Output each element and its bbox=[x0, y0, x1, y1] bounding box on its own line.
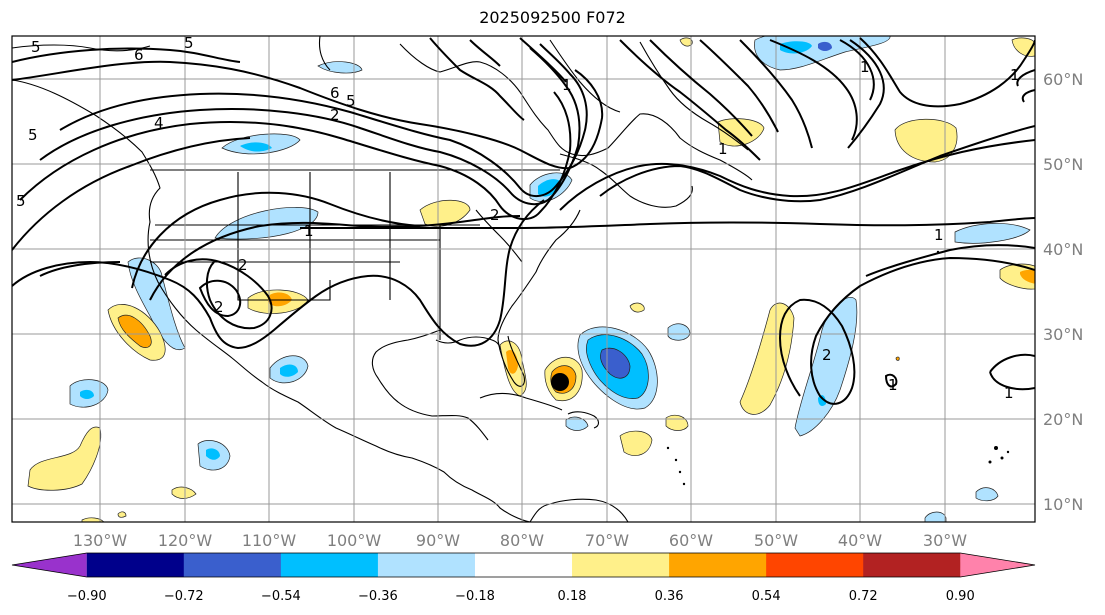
colorbar-segment bbox=[863, 553, 961, 577]
colorbar-extend-high bbox=[960, 553, 1035, 577]
lon-label: 60°W bbox=[669, 531, 713, 550]
colorbar-segment bbox=[183, 553, 282, 577]
contour-label: 4 bbox=[154, 114, 164, 132]
lat-label: 60°N bbox=[1043, 70, 1083, 89]
contour-label: 5 bbox=[346, 92, 356, 110]
map-frame bbox=[11, 35, 1036, 523]
height-contours bbox=[12, 37, 1035, 405]
contour-label: 2 bbox=[330, 106, 340, 124]
shaded-anomalies bbox=[27, 36, 1035, 522]
lon-label: 120°W bbox=[158, 531, 213, 550]
contour-label: 2 bbox=[490, 206, 500, 224]
colorbar-label: −0.72 bbox=[164, 589, 204, 604]
contour-label: 1 bbox=[562, 76, 572, 94]
contour-label: 1 bbox=[888, 376, 898, 394]
colorbar-label: 0.54 bbox=[752, 589, 781, 604]
colorbar: −0.90 −0.72 −0.54 −0.36 −0.18 0.18 0.36 … bbox=[11, 552, 1036, 604]
colorbar-label: 0.90 bbox=[946, 589, 975, 604]
contour-label: 1 bbox=[860, 58, 870, 76]
longitude-labels: 130°W 120°W 110°W 100°W 90°W 80°W 70°W 6… bbox=[73, 531, 967, 550]
colorbar-segment bbox=[474, 553, 573, 577]
lon-label: 40°W bbox=[838, 531, 882, 550]
contour-label: 5 bbox=[16, 192, 26, 210]
contour-label: 1 bbox=[1010, 66, 1020, 84]
colorbar-extend-low bbox=[12, 553, 87, 577]
lat-label: 20°N bbox=[1043, 410, 1083, 429]
lat-label: 30°N bbox=[1043, 325, 1083, 344]
lon-label: 50°W bbox=[754, 531, 798, 550]
contour-label: 2 bbox=[822, 346, 832, 364]
contour-label: 1 bbox=[1004, 384, 1014, 402]
lon-label: 100°W bbox=[327, 531, 382, 550]
latitude-labels: 60°N 50°N 40°N 30°N 20°N 10°N bbox=[1043, 70, 1083, 514]
contour-label: 5 bbox=[184, 34, 194, 52]
contour-label: 1 bbox=[934, 226, 944, 244]
colorbar-outline bbox=[11, 552, 1036, 578]
colorbar-segment bbox=[572, 553, 670, 577]
lon-label: 30°W bbox=[923, 531, 967, 550]
lon-label: 90°W bbox=[416, 531, 460, 550]
contour-label: 2 bbox=[238, 256, 248, 274]
colorbar-label: 0.36 bbox=[655, 589, 684, 604]
colorbar-segment bbox=[377, 553, 476, 577]
lon-label: 110°W bbox=[242, 531, 297, 550]
lon-label: 70°W bbox=[585, 531, 629, 550]
colorbar-label: −0.90 bbox=[67, 589, 107, 604]
contour-label: 5 bbox=[31, 38, 41, 56]
colorbar-label: 0.72 bbox=[849, 589, 878, 604]
colorbar-segment bbox=[86, 553, 185, 577]
contour-label: 5 bbox=[28, 126, 38, 144]
colorbar-segment bbox=[669, 553, 767, 577]
contour-label: 1 bbox=[304, 222, 314, 240]
islands bbox=[666, 250, 1010, 486]
graticule bbox=[12, 36, 1035, 522]
hurricane-marker-icon bbox=[551, 373, 569, 391]
chart-title: 2025092500 F072 bbox=[479, 8, 626, 27]
colorbar-segments bbox=[11, 552, 1036, 578]
colorbar-segment bbox=[280, 553, 379, 577]
contour-label: 1 bbox=[718, 140, 728, 158]
contour-label: 2 bbox=[214, 298, 224, 316]
colorbar-segment bbox=[766, 553, 864, 577]
lat-label: 40°N bbox=[1043, 240, 1083, 259]
colorbar-label: −0.36 bbox=[358, 589, 398, 604]
lon-label: 130°W bbox=[73, 531, 128, 550]
colorbar-labels: −0.90 −0.72 −0.54 −0.36 −0.18 0.18 0.36 … bbox=[67, 589, 975, 604]
contour-label: 6 bbox=[330, 84, 340, 102]
lat-label: 10°N bbox=[1043, 495, 1083, 514]
contour-label: 6 bbox=[134, 46, 144, 64]
contour-labels: 5 6 5 4 5 6 5 2 1 1 1 2 1 2 2 2 1 1 1 1 … bbox=[16, 34, 1020, 402]
lat-label: 50°N bbox=[1043, 155, 1083, 174]
colorbar-label: 0.18 bbox=[558, 589, 587, 604]
colorbar-label: −0.54 bbox=[261, 589, 301, 604]
colorbar-label: −0.18 bbox=[455, 589, 495, 604]
lon-label: 80°W bbox=[500, 531, 544, 550]
